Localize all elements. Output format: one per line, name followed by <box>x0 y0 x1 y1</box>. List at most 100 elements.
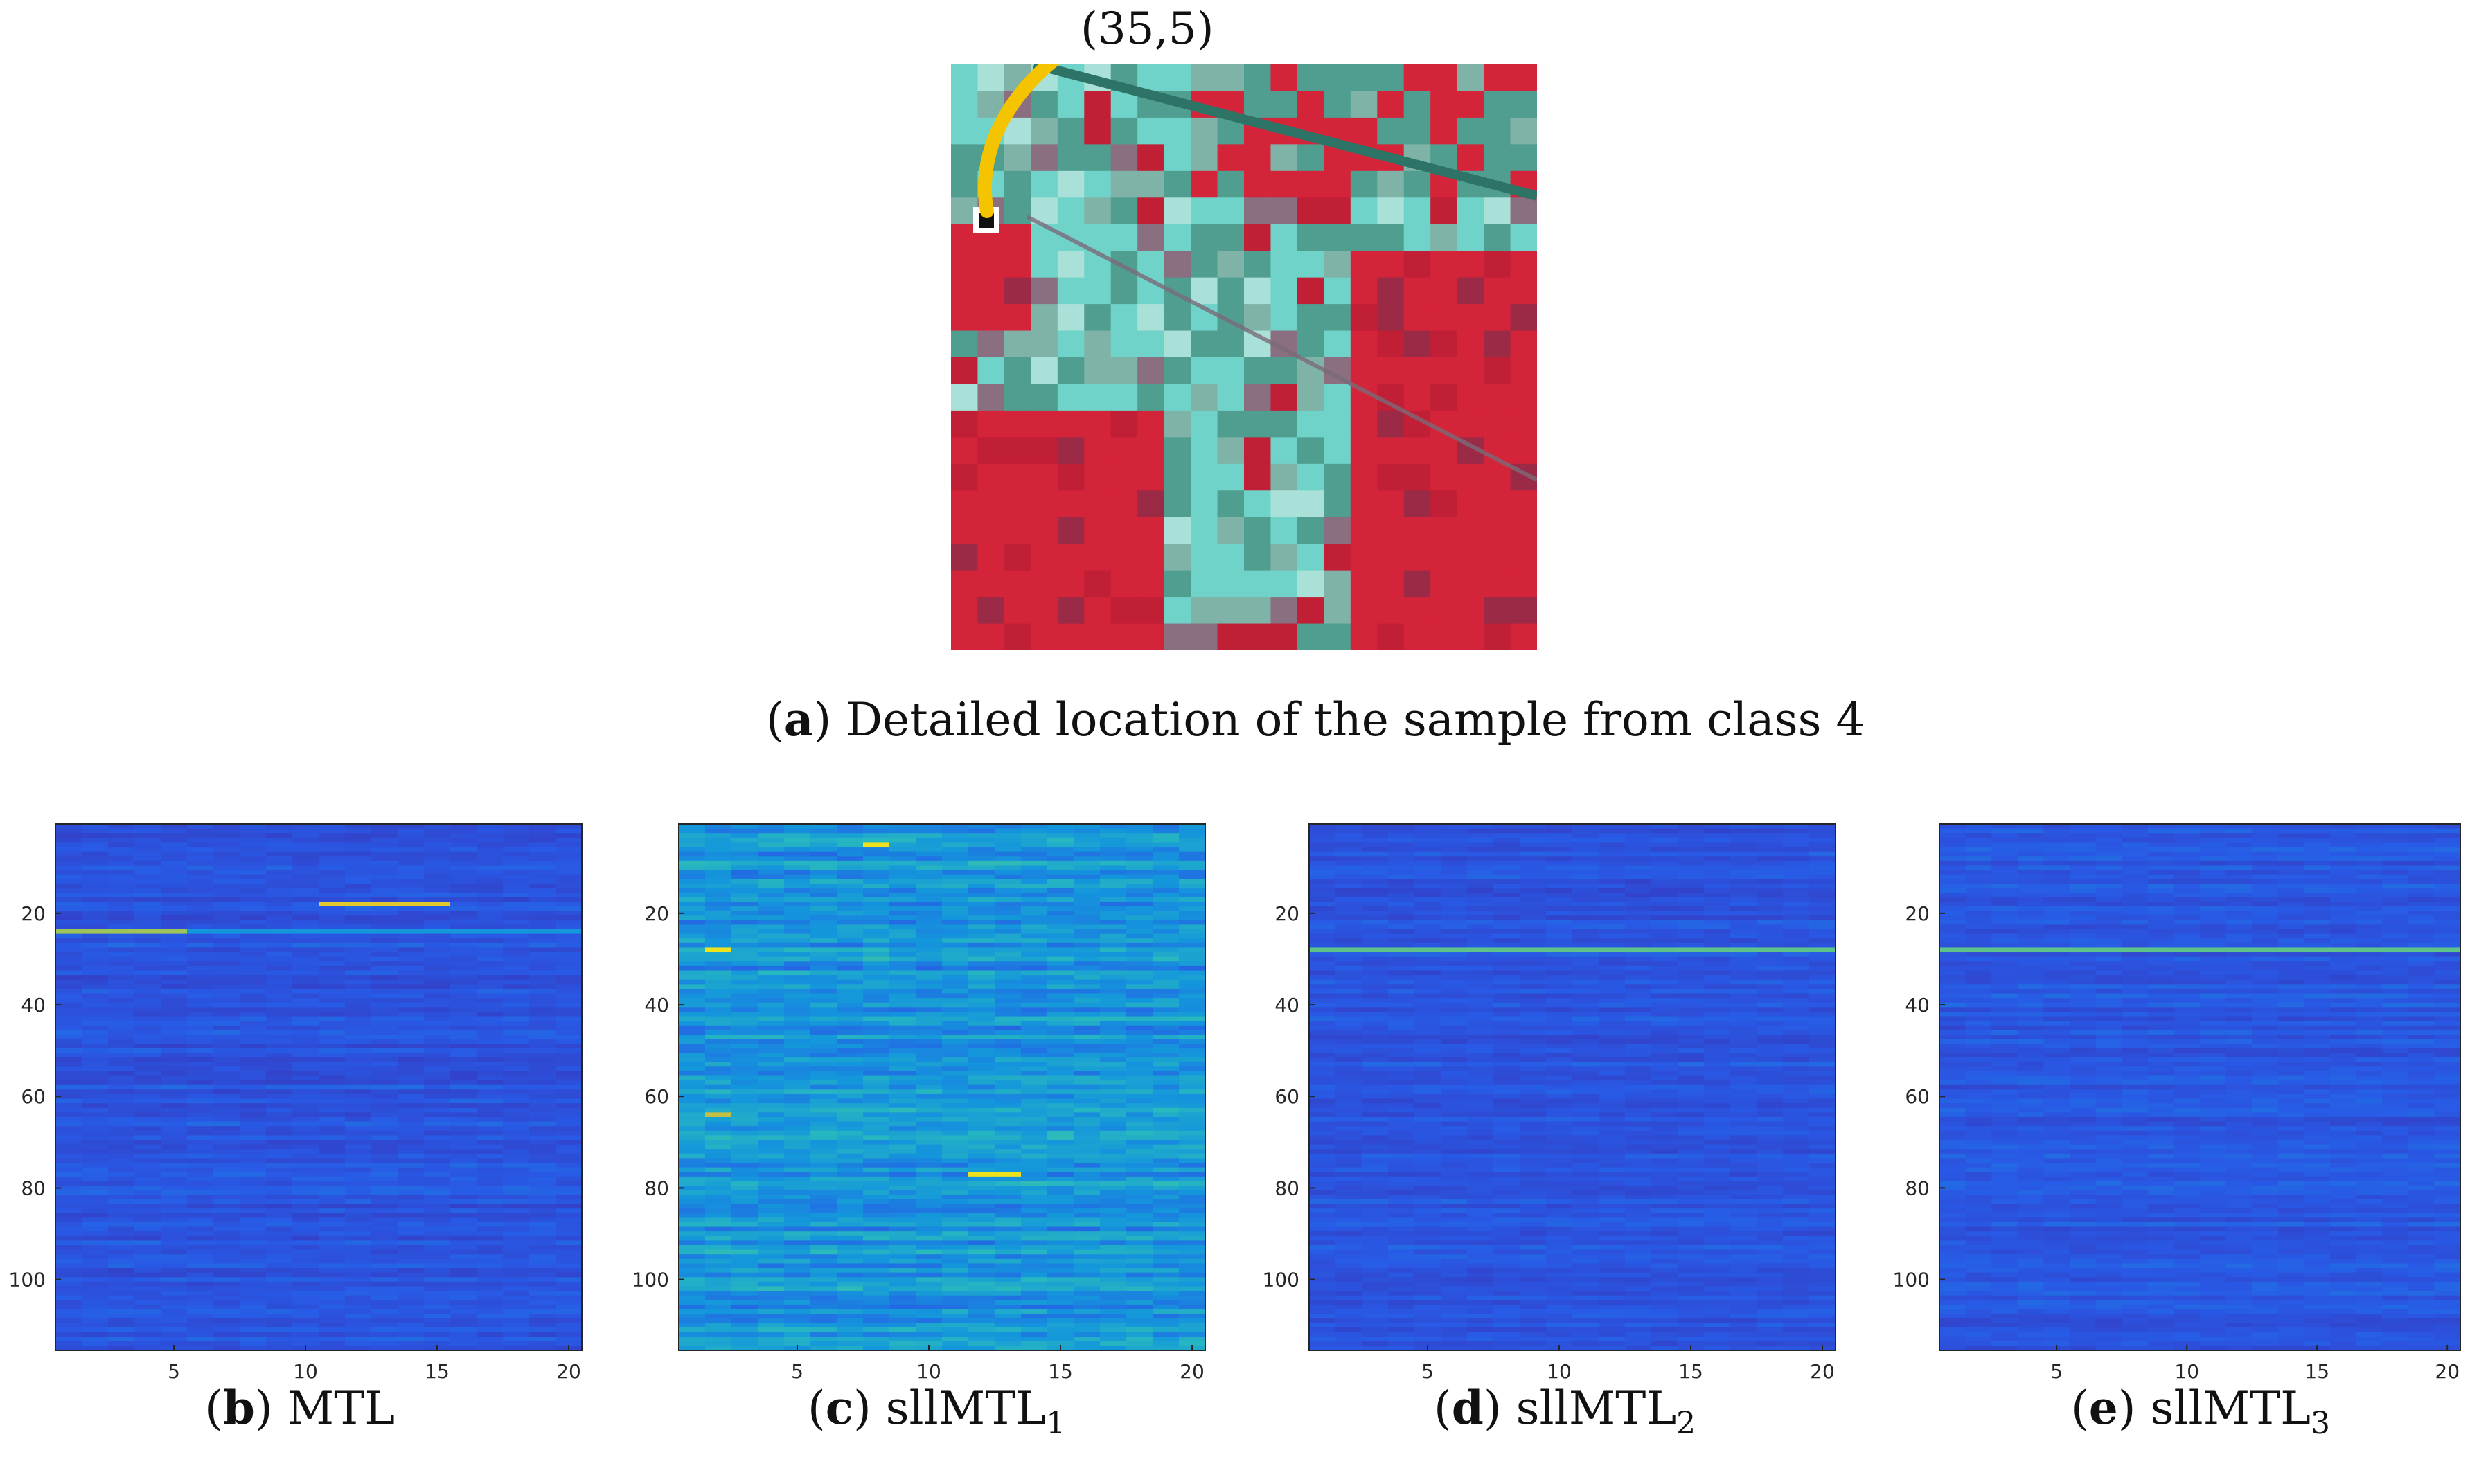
heatmap-cell <box>679 1208 706 1214</box>
heatmap-cell <box>1153 1025 1180 1030</box>
heatmap-cell <box>916 920 943 925</box>
heatmap-cell <box>134 984 161 990</box>
heatmap-cell <box>266 942 293 949</box>
heatmap-cell <box>82 847 109 852</box>
satellite-pixel <box>1377 357 1405 385</box>
heatmap-cell <box>916 988 943 994</box>
heatmap-cell <box>889 1044 916 1049</box>
heatmap-cell <box>1074 1222 1101 1228</box>
heatmap-cell <box>679 1254 706 1260</box>
heatmap-cell <box>345 947 372 953</box>
heatmap-cell <box>213 929 240 935</box>
heatmap-cell <box>863 874 890 879</box>
heatmap-cell <box>784 893 811 898</box>
heatmap-cell <box>556 1002 583 1008</box>
heatmap-cell <box>187 984 214 990</box>
heatmap-cell <box>503 1327 530 1333</box>
heatmap-cell <box>810 1075 837 1081</box>
heatmap-cell <box>1153 906 1180 912</box>
heatmap-cell <box>995 911 1022 916</box>
heatmap-cell <box>1021 1053 1048 1058</box>
heatmap-cell <box>108 1121 135 1127</box>
heatmap-cell <box>1126 865 1153 870</box>
satellite-pixel <box>1137 357 1165 385</box>
satellite-pixel <box>1350 490 1378 518</box>
heatmap-cell <box>82 1116 109 1123</box>
heatmap-cell <box>942 1304 969 1310</box>
heatmap-cell <box>477 1080 504 1086</box>
heatmap-cell <box>371 1153 398 1159</box>
heatmap-cell <box>1100 851 1127 857</box>
heatmap-cell <box>1047 1002 1074 1008</box>
heatmap-cell <box>784 1158 811 1163</box>
heatmap-cell <box>134 906 161 912</box>
heatmap-cell <box>187 1337 214 1342</box>
heatmap-cell <box>995 1116 1022 1123</box>
heatmap-cell <box>161 1204 188 1209</box>
heatmap-cell <box>292 870 319 875</box>
heatmap-cell <box>82 1208 109 1214</box>
heatmap-cell <box>1100 915 1127 921</box>
heatmap-cell <box>731 1204 758 1209</box>
heatmap-cell <box>424 1071 451 1077</box>
heatmap-cell <box>679 947 706 953</box>
heatmap-cell <box>810 1222 837 1228</box>
heatmap-cell <box>398 938 425 944</box>
satellite-pixel <box>1217 490 1245 518</box>
heatmap-cell <box>810 1176 837 1182</box>
heatmap-cell <box>108 933 135 939</box>
heatmap-cell <box>758 1130 785 1136</box>
heatmap-cell <box>810 1240 837 1246</box>
heatmap-cell <box>503 1093 530 1100</box>
heatmap-cell <box>731 870 758 875</box>
heatmap-cell <box>942 1062 969 1067</box>
heatmap-cell <box>995 1295 1022 1300</box>
heatmap-cell <box>529 1314 556 1319</box>
heatmap-cell <box>55 851 82 857</box>
heatmap-cell <box>889 1208 916 1214</box>
heatmap-cell <box>503 1163 530 1168</box>
heatmap-cell <box>1179 833 1206 839</box>
heatmap-cell <box>55 1235 82 1241</box>
heatmap-cell <box>1153 1035 1180 1040</box>
heatmap-cell <box>1100 1291 1127 1296</box>
heatmap-cell <box>371 1213 398 1218</box>
heatmap-cell <box>398 1300 425 1305</box>
heatmap-cell <box>266 1332 293 1337</box>
heatmap-cell <box>134 1089 161 1095</box>
heatmap-cell <box>556 1075 583 1081</box>
heatmap-cell <box>731 1130 758 1136</box>
heatmap-cell <box>213 1208 240 1214</box>
heatmap-cell <box>345 1011 372 1017</box>
satellite-pixel <box>1057 304 1085 332</box>
heatmap-cell <box>161 942 188 949</box>
heatmap-cell <box>731 938 758 944</box>
heatmap-cell <box>1047 1300 1074 1305</box>
heatmap-cell <box>134 1318 161 1323</box>
heatmap-cell <box>319 915 346 921</box>
heatmap-cell <box>529 929 556 935</box>
heatmap-cell <box>187 956 214 962</box>
heatmap-cell <box>398 1186 425 1191</box>
heatmap-cell <box>758 938 785 944</box>
heatmap-cell <box>889 1066 916 1072</box>
heatmap-cell <box>1126 911 1153 916</box>
heatmap-cell <box>758 883 785 889</box>
satellite-pixel <box>1297 304 1325 332</box>
heatmap-cell <box>784 1304 811 1310</box>
heatmap-cell <box>810 860 837 866</box>
heatmap-cell <box>758 1163 785 1168</box>
heatmap-cell <box>1074 1272 1101 1278</box>
heatmap-cell <box>705 1030 732 1035</box>
heatmap-cell <box>1100 1112 1127 1118</box>
heatmap-cell <box>108 1007 135 1012</box>
heatmap-cell <box>108 902 135 907</box>
heatmap-cell <box>995 1071 1022 1077</box>
heatmap-cell <box>345 1116 372 1123</box>
heatmap-cell <box>784 1112 811 1118</box>
heatmap-cell <box>292 1103 319 1109</box>
heatmap-cell <box>679 998 706 1003</box>
satellite-pixel <box>1350 357 1378 385</box>
heatmap-cell <box>1126 1272 1153 1278</box>
heatmap-cell <box>784 993 811 999</box>
